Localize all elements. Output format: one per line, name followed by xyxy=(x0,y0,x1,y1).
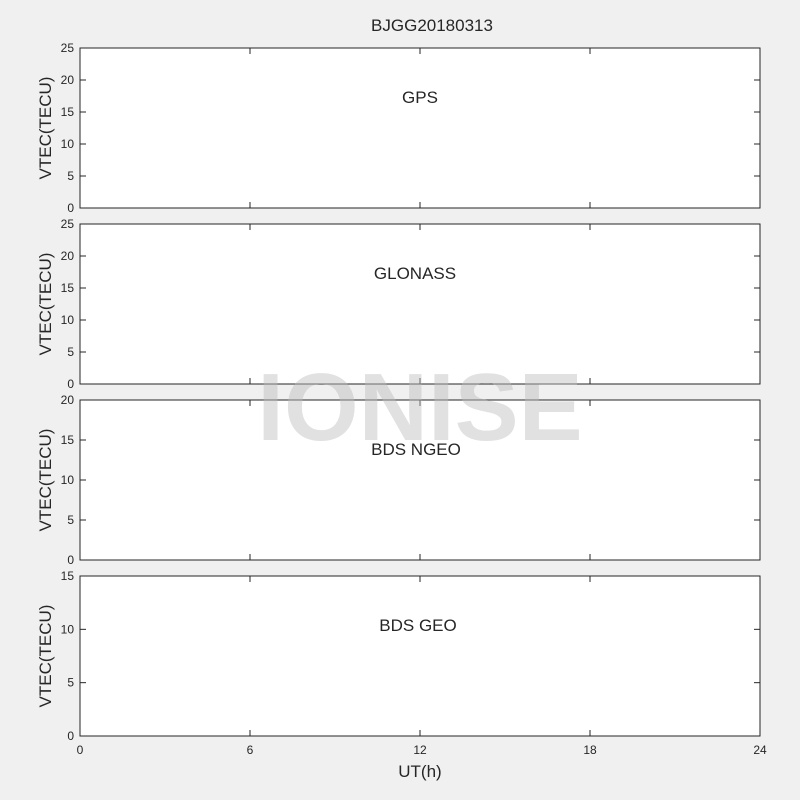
y-axis-label: VTEC(TECU) xyxy=(36,253,55,356)
y-axis-label: VTEC(TECU) xyxy=(36,429,55,532)
x-tick-label: 24 xyxy=(753,743,767,757)
panel-2: 0 5 10 15 20 VTEC(TECU) BDS NGEO xyxy=(36,393,761,567)
y-tick-label: 20 xyxy=(61,73,75,87)
x-tick-label: 18 xyxy=(583,743,597,757)
y-tick-label: 10 xyxy=(61,137,75,151)
y-tick-label: 0 xyxy=(67,553,74,567)
panel-1: 0 5 10 15 20 25 VTEC(TECU) GLONASS xyxy=(36,217,761,391)
y-tick-label: 15 xyxy=(61,281,75,295)
panel-label: GPS xyxy=(402,88,438,107)
y-tick-label: 25 xyxy=(61,217,75,231)
y-tick-label: 15 xyxy=(61,433,75,447)
figure-title: BJGG20180313 xyxy=(371,16,493,35)
panel-label: BDS NGEO xyxy=(371,440,461,459)
y-axis-label: VTEC(TECU) xyxy=(36,77,55,180)
axes-frame xyxy=(79,223,761,385)
y-tick-label: 0 xyxy=(67,377,74,391)
y-tick-label: 20 xyxy=(61,249,75,263)
panel-label: BDS GEO xyxy=(379,616,456,635)
axes-frame xyxy=(79,575,761,737)
y-tick-label: 10 xyxy=(61,313,75,327)
y-axis-label: VTEC(TECU) xyxy=(36,605,55,708)
panel-3: 0 5 10 15 0 6 12 18 24 VTEC(TECU) BDS GEO xyxy=(36,569,767,757)
x-tick-label: 12 xyxy=(413,743,427,757)
x-tick-label: 6 xyxy=(247,743,254,757)
y-tick-label: 25 xyxy=(61,41,75,55)
y-tick-label: 5 xyxy=(67,169,74,183)
y-tick-label: 20 xyxy=(61,393,75,407)
y-tick-label: 5 xyxy=(67,676,74,690)
y-tick-label: 0 xyxy=(67,729,74,743)
y-tick-label: 5 xyxy=(67,513,74,527)
y-tick-label: 15 xyxy=(61,105,75,119)
y-tick-label: 10 xyxy=(61,473,75,487)
watermark-text: IONISE xyxy=(257,354,582,461)
x-tick-label: 0 xyxy=(77,743,84,757)
x-axis-label: UT(h) xyxy=(398,762,441,781)
y-tick-label: 0 xyxy=(67,201,74,215)
panels-group: 0 5 10 15 20 25 VTEC(TECU) GPS 0 5 10 15 20 25 VTEC(TE… xyxy=(36,41,767,757)
y-tick-label: 15 xyxy=(61,569,75,583)
y-tick-label: 10 xyxy=(61,622,75,636)
panel-label: GLONASS xyxy=(374,264,456,283)
y-tick-label: 5 xyxy=(67,345,74,359)
axes-frame xyxy=(79,47,761,209)
panel-0: 0 5 10 15 20 25 VTEC(TECU) GPS xyxy=(36,41,761,215)
axes-frame xyxy=(79,399,761,561)
